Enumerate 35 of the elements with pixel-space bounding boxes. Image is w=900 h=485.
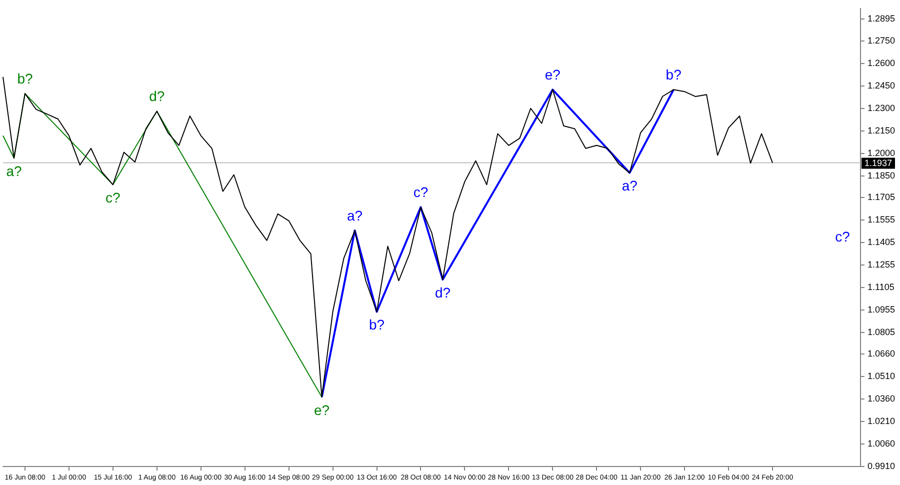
y-tick-label: 1.2600 xyxy=(867,58,896,68)
y-tick-label: 1.0955 xyxy=(867,304,896,314)
annotation: c? xyxy=(106,190,121,206)
annotation: a? xyxy=(622,178,638,194)
annotation: b? xyxy=(368,316,385,333)
annotation: b? xyxy=(17,70,33,86)
annotation: b? xyxy=(666,66,682,82)
y-tick-label: 1.0805 xyxy=(867,326,896,337)
y-tick-label: 1.2750 xyxy=(867,35,896,46)
y-tick-label: 1.1850 xyxy=(867,170,896,180)
y-tick-label: 1.2150 xyxy=(867,125,896,136)
y-tick-label: 0.9910 xyxy=(867,461,896,472)
annotation: a? xyxy=(6,162,22,179)
annotation: e? xyxy=(544,66,561,82)
annotation: c? xyxy=(413,184,428,200)
annotation: a? xyxy=(346,207,363,224)
annotation: c? xyxy=(835,228,850,244)
y-tick-label: 1.1105 xyxy=(867,282,894,292)
y-tick-label: 1.0360 xyxy=(867,394,896,404)
y-tick-label: 1.1405 xyxy=(867,237,896,248)
y-tick-label: 1.1255 xyxy=(867,259,896,270)
annotation: d? xyxy=(434,284,451,300)
y-tick-label: 1.2300 xyxy=(867,102,896,113)
annotation: e? xyxy=(314,402,330,418)
y-tick-label: 1.0060 xyxy=(867,438,896,449)
y-tick-label: 1.2895 xyxy=(867,14,896,24)
ref-line-label: 1.1937 xyxy=(864,158,892,168)
y-tick-label: 1.0210 xyxy=(867,416,896,426)
y-tick-label: 1.2450 xyxy=(867,80,896,90)
y-tick-label: 1.1555 xyxy=(867,214,896,225)
y-tick-label: 1.0660 xyxy=(867,348,896,359)
y-tick-label: 1.1705 xyxy=(867,192,896,202)
y-tick-label: 1.2000 xyxy=(867,148,896,158)
y-tick-label: 1.0510 xyxy=(867,371,896,382)
annotation: d? xyxy=(149,88,165,104)
